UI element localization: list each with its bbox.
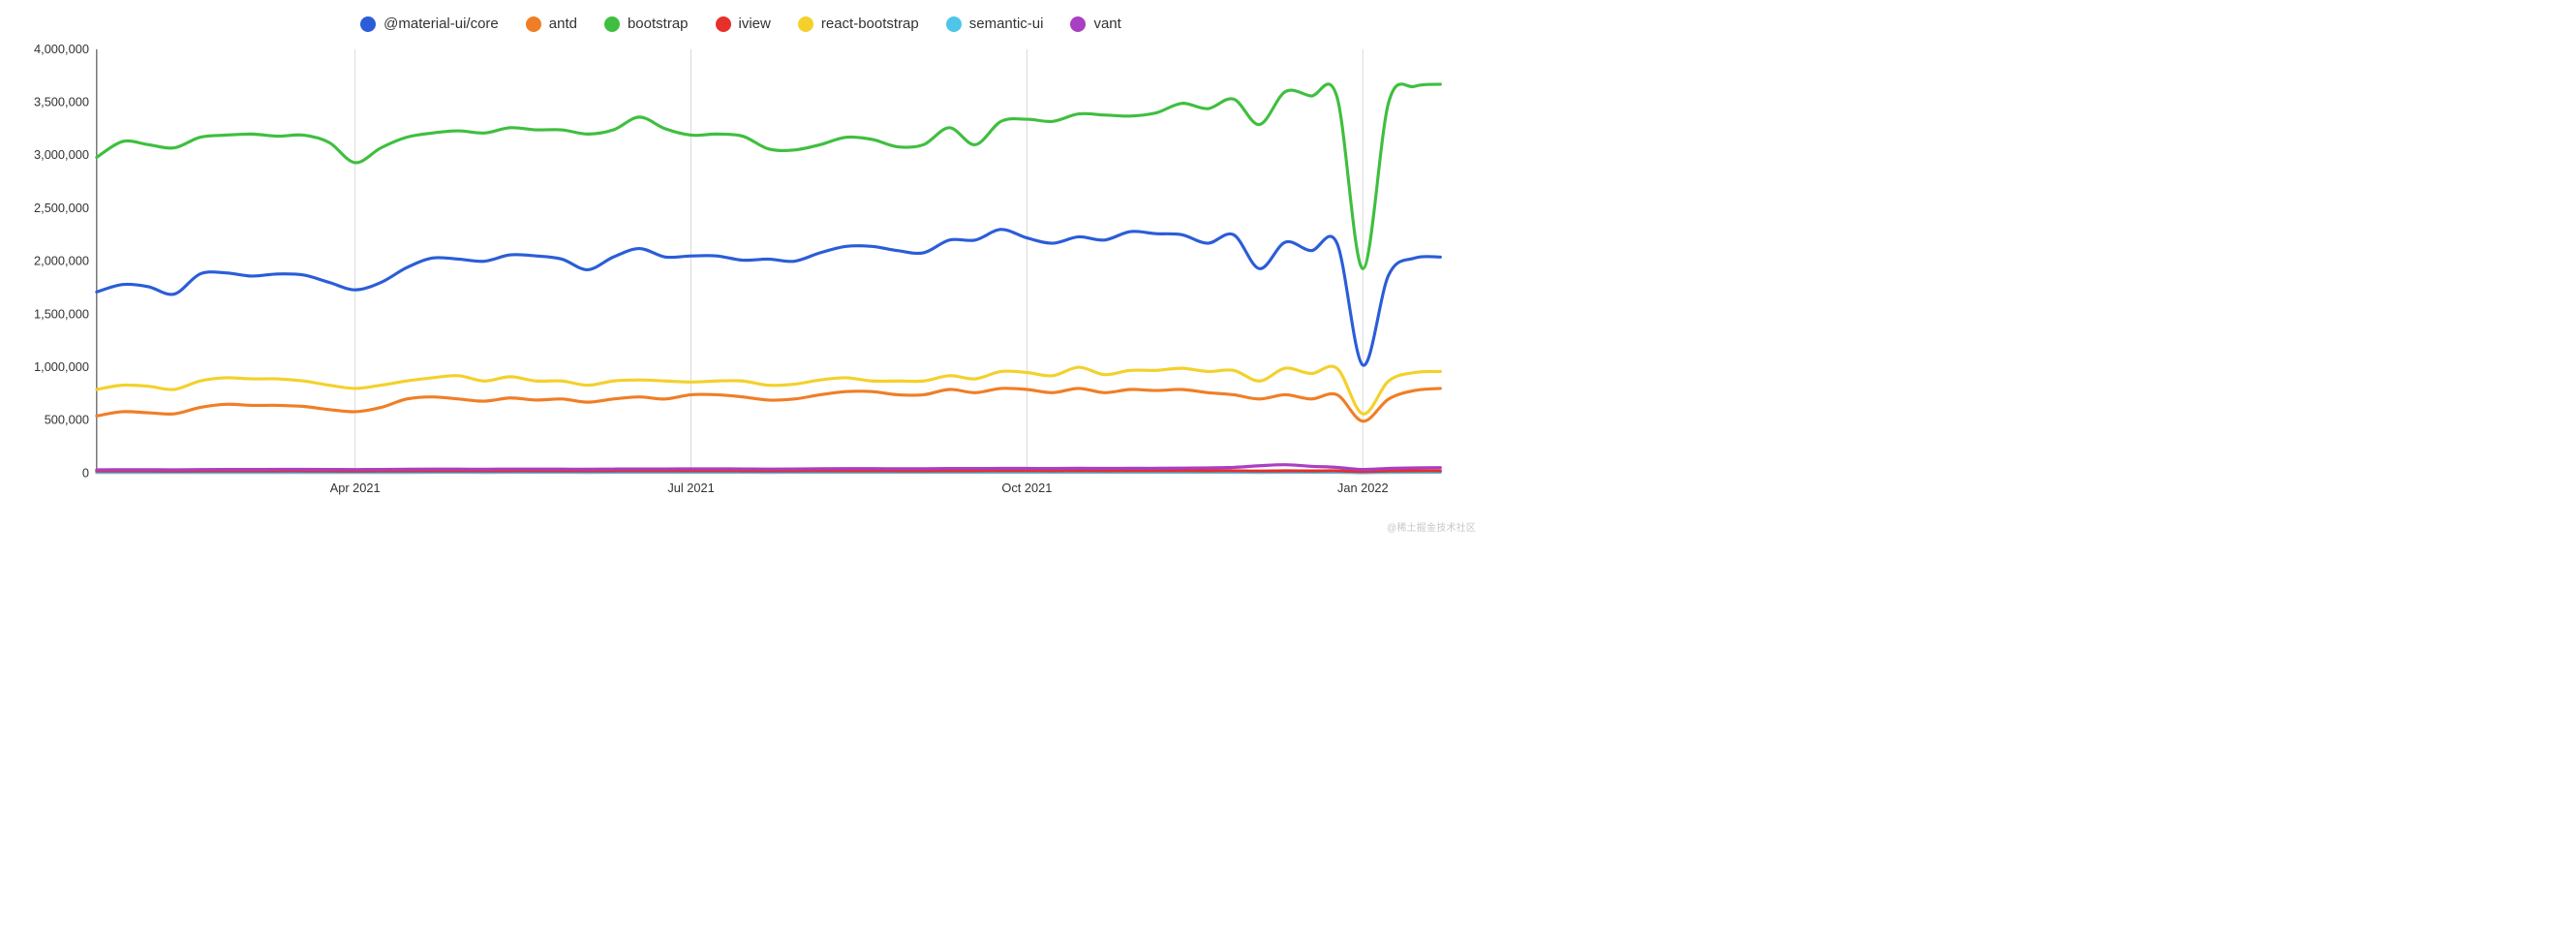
y-tick: 2,500,000: [34, 201, 89, 215]
legend-label-semantic_ui: semantic-ui: [969, 16, 1044, 32]
chart-container: @material-ui/core antd bootstrap iview react…: [0, 0, 1482, 536]
svg-text:Jan 2022: Jan 2022: [1337, 481, 1389, 495]
x-tick: Oct 2021: [1001, 481, 1052, 495]
x-tick: Jan 2022: [1337, 481, 1389, 495]
svg-text:Jul 2021: Jul 2021: [667, 481, 714, 495]
legend-label-antd: antd: [549, 16, 577, 32]
svg-text:3,500,000: 3,500,000: [34, 95, 89, 109]
svg-text:3,000,000: 3,000,000: [34, 147, 89, 162]
svg-text:0: 0: [82, 465, 89, 480]
y-tick: 1,500,000: [34, 306, 89, 321]
svg-text:1,000,000: 1,000,000: [34, 359, 89, 374]
legend-swatch-iview: [716, 16, 731, 32]
legend-label-vant: vant: [1093, 16, 1120, 32]
y-tick: 4,000,000: [34, 42, 89, 56]
x-tick: Apr 2021: [330, 481, 381, 495]
y-tick: 3,500,000: [34, 95, 89, 109]
svg-text:1,500,000: 1,500,000: [34, 306, 89, 321]
legend-swatch-semantic_ui: [946, 16, 962, 32]
svg-text:Oct 2021: Oct 2021: [1001, 481, 1052, 495]
plot-area: 0 500,000 1,000,000 1,500,000 2,000,000 2,500…: [19, 42, 1462, 500]
legend-item-antd[interactable]: antd: [526, 16, 577, 32]
x-tick: Jul 2021: [667, 481, 714, 495]
y-tick: 0: [82, 465, 89, 480]
svg-text:500,000: 500,000: [45, 413, 89, 427]
svg-text:2,000,000: 2,000,000: [34, 254, 89, 268]
svg-text:4,000,000: 4,000,000: [34, 42, 89, 56]
legend: @material-ui/core antd bootstrap iview react…: [19, 10, 1462, 42]
y-tick: 500,000: [45, 413, 89, 427]
legend-swatch-react_bootstrap: [798, 16, 813, 32]
legend-label-react_bootstrap: react-bootstrap: [821, 16, 919, 32]
legend-label-bootstrap: bootstrap: [628, 16, 689, 32]
chart-svg: 0 500,000 1,000,000 1,500,000 2,000,000 2,500…: [19, 42, 1462, 500]
legend-item-material[interactable]: @material-ui/core: [360, 16, 499, 32]
svg-text:Apr 2021: Apr 2021: [330, 481, 381, 495]
legend-item-iview[interactable]: iview: [716, 16, 771, 32]
series-material[interactable]: [97, 230, 1440, 365]
legend-swatch-antd: [526, 16, 541, 32]
legend-item-react_bootstrap[interactable]: react-bootstrap: [798, 16, 919, 32]
series-antd[interactable]: [97, 388, 1440, 421]
legend-label-material: @material-ui/core: [383, 16, 499, 32]
legend-swatch-vant: [1070, 16, 1086, 32]
legend-item-bootstrap[interactable]: bootstrap: [604, 16, 689, 32]
y-tick: 3,000,000: [34, 147, 89, 162]
y-tick: 2,000,000: [34, 254, 89, 268]
legend-item-semantic_ui[interactable]: semantic-ui: [946, 16, 1044, 32]
svg-text:2,500,000: 2,500,000: [34, 201, 89, 215]
legend-label-iview: iview: [739, 16, 771, 32]
y-tick: 1,000,000: [34, 359, 89, 374]
legend-item-vant[interactable]: vant: [1070, 16, 1120, 32]
legend-swatch-bootstrap: [604, 16, 620, 32]
legend-swatch-material: [360, 16, 376, 32]
series-vant[interactable]: [97, 465, 1440, 470]
watermark-text: @稀土掘金技术社区: [1387, 519, 1476, 534]
